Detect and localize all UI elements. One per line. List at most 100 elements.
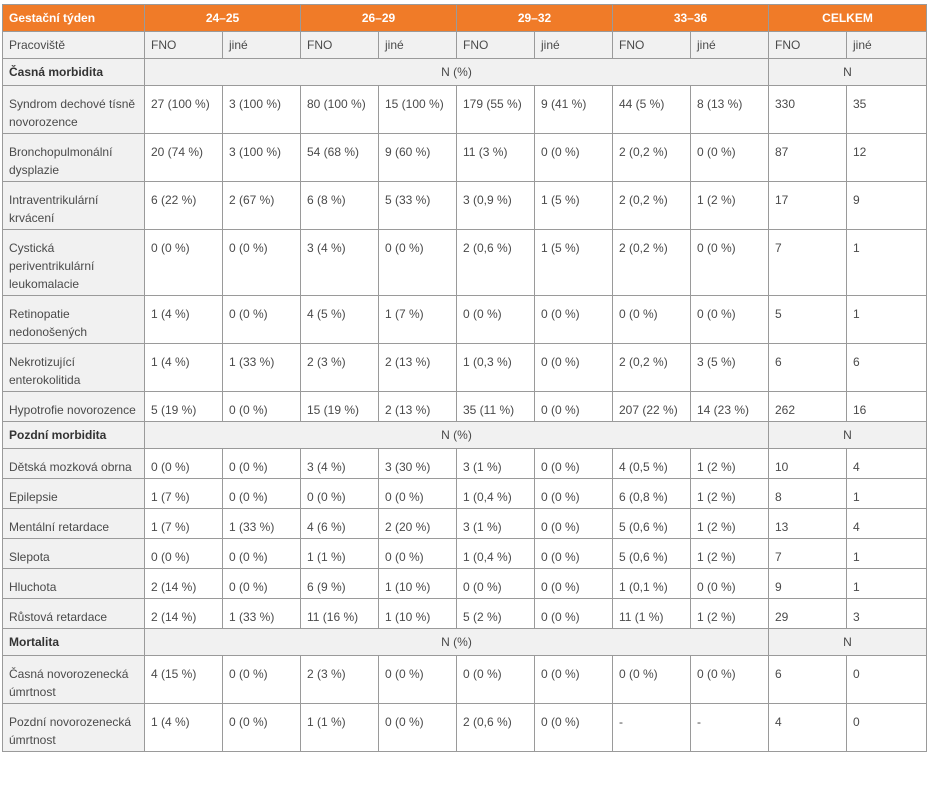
section-row: Časná morbidita N (%) N	[2, 58, 928, 86]
header-group: 29–32	[456, 4, 613, 32]
table-cell: 0 (0 %)	[456, 655, 535, 704]
table-cell: 1 (4 %)	[144, 295, 223, 344]
table-cell: 0 (0 %)	[534, 295, 613, 344]
table-cell: 3 (1 %)	[456, 508, 535, 539]
section-title: Pozdní morbidita	[2, 421, 145, 449]
table-cell: 15 (100 %)	[378, 85, 457, 134]
table-cell: 1 (2 %)	[690, 181, 769, 230]
table-cell: 2 (0,2 %)	[612, 229, 691, 296]
table-cell: 1 (1 %)	[300, 703, 379, 752]
table-cell: 1	[845, 295, 928, 344]
table-cell: 4 (6 %)	[300, 508, 379, 539]
table-cell: 12	[845, 133, 928, 182]
table-cell: 9 (41 %)	[534, 85, 613, 134]
table-cell: 7	[768, 229, 847, 296]
subheader-cell: jiné	[222, 31, 301, 59]
header-group: 26–29	[300, 4, 457, 32]
table-cell: 0 (0 %)	[534, 508, 613, 539]
table-cell: 0 (0 %)	[378, 703, 457, 752]
table-cell: 1 (7 %)	[144, 508, 223, 539]
table-cell: 2 (14 %)	[144, 598, 223, 629]
table-cell: 17	[768, 181, 847, 230]
table-cell: 1 (0,1 %)	[612, 568, 691, 599]
header-group: 33–36	[612, 4, 769, 32]
table-cell: 0 (0 %)	[378, 538, 457, 569]
table-row: Syndrom dechové tísně novorozence 27 (100…	[2, 85, 928, 134]
header-gestational-week: Gestační týden	[2, 4, 145, 32]
table-cell: 0 (0 %)	[456, 295, 535, 344]
table-cell: 1 (2 %)	[690, 538, 769, 569]
subheader-cell: jiné	[690, 31, 769, 59]
table-cell: 1 (2 %)	[690, 598, 769, 629]
table-cell: 3 (100 %)	[222, 85, 301, 134]
table-body: Časná morbidita N (%) N Syndrom dechové tís…	[2, 58, 928, 752]
row-label: Hypotrofie novorozence	[2, 391, 145, 422]
table-cell: 0	[845, 655, 928, 704]
table-cell: 0 (0 %)	[456, 568, 535, 599]
table-cell: 5 (0,6 %)	[612, 508, 691, 539]
table-cell: 3 (4 %)	[300, 229, 379, 296]
table-cell: 35 (11 %)	[456, 391, 535, 422]
subheader-label: Pracoviště	[2, 31, 145, 59]
section-unit: N (%)	[144, 628, 769, 656]
row-label: Cystická periventrikulární leukomalacie	[2, 229, 145, 296]
table-cell: 0 (0 %)	[144, 229, 223, 296]
table-cell: 0 (0 %)	[222, 229, 301, 296]
table-cell: 3 (1 %)	[456, 448, 535, 479]
table-cell: 6 (9 %)	[300, 568, 379, 599]
section-title: Časná morbidita	[2, 58, 145, 86]
row-label: Pozdní novorozenecká úmrtnost	[2, 703, 145, 752]
table-row: Cystická periventrikulární leukomalacie 0…	[2, 229, 928, 296]
table-cell: 3 (5 %)	[690, 343, 769, 392]
table-cell: 0 (0 %)	[222, 538, 301, 569]
table-cell: 2 (20 %)	[378, 508, 457, 539]
table-cell: 4	[845, 448, 928, 479]
table-cell: 29	[768, 598, 847, 629]
row-label: Slepota	[2, 538, 145, 569]
table-row: Hypotrofie novorozence 5 (19 %) 0 (0 %) 15 …	[2, 391, 928, 422]
table-row: Slepota 0 (0 %) 0 (0 %) 1 (1 %) 0 (0 %) 1 (0,…	[2, 538, 928, 569]
section-unit: N (%)	[144, 58, 769, 86]
subheader-cell: jiné	[534, 31, 613, 59]
table-cell: 4 (0,5 %)	[612, 448, 691, 479]
row-label: Bronchopulmonální dysplazie	[2, 133, 145, 182]
table-cell: 35	[845, 85, 928, 134]
table-cell: 3 (100 %)	[222, 133, 301, 182]
table-cell: 4 (5 %)	[300, 295, 379, 344]
table-cell: 20 (74 %)	[144, 133, 223, 182]
table-cell: 1 (7 %)	[378, 295, 457, 344]
table-cell: 207 (22 %)	[612, 391, 691, 422]
table-cell: 2 (3 %)	[300, 343, 379, 392]
table-cell: 0 (0 %)	[378, 655, 457, 704]
table-cell: 11 (3 %)	[456, 133, 535, 182]
table-cell: 1 (4 %)	[144, 703, 223, 752]
table-cell: 0 (0 %)	[534, 598, 613, 629]
table-cell: 1 (0,4 %)	[456, 538, 535, 569]
table-cell: 0	[845, 703, 928, 752]
section-row: Mortalita N (%) N	[2, 628, 928, 656]
table-cell: 5 (33 %)	[378, 181, 457, 230]
table-cell: 0 (0 %)	[690, 655, 769, 704]
table-cell: 6	[768, 343, 847, 392]
table-row: Pozdní novorozenecká úmrtnost 1 (4 %) 0 (0…	[2, 703, 928, 752]
subheader-cell: jiné	[378, 31, 457, 59]
table-cell: 87	[768, 133, 847, 182]
table-cell: 0 (0 %)	[612, 295, 691, 344]
row-label: Nekrotizující enterokolitida	[2, 343, 145, 392]
header-group-total: CELKEM	[767, 4, 928, 32]
table-cell: 0 (0 %)	[144, 448, 223, 479]
table-cell: 0 (0 %)	[534, 703, 613, 752]
row-label: Dětská mozková obrna	[2, 448, 145, 479]
table-row: Mentální retardace 1 (7 %) 1 (33 %) 4 (6 %)…	[2, 508, 928, 539]
table-cell: 0 (0 %)	[222, 448, 301, 479]
table-cell: 1 (33 %)	[222, 343, 301, 392]
row-label: Růstová retardace	[2, 598, 145, 629]
table-cell: 9	[845, 181, 928, 230]
table-cell: -	[690, 703, 769, 752]
table-cell: 0 (0 %)	[612, 655, 691, 704]
table-cell: 3	[845, 598, 928, 629]
table-cell: 0 (0 %)	[690, 133, 769, 182]
table-cell: 1 (0,3 %)	[456, 343, 535, 392]
table-row: Epilepsie 1 (7 %) 0 (0 %) 0 (0 %) 0 (0 %) 1 (…	[2, 478, 928, 509]
table-row: Bronchopulmonální dysplazie 20 (74 %) 3 (1…	[2, 133, 928, 182]
